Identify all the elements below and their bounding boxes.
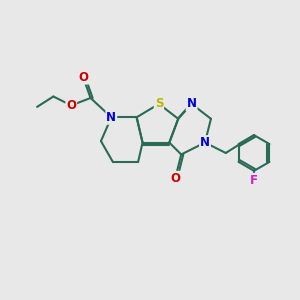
Text: O: O [78, 71, 88, 84]
Text: S: S [155, 98, 163, 110]
Text: N: N [187, 98, 196, 110]
Text: N: N [106, 111, 116, 124]
Text: N: N [200, 136, 210, 149]
Text: O: O [170, 172, 180, 185]
Text: O: O [66, 99, 76, 112]
Text: F: F [250, 174, 258, 187]
